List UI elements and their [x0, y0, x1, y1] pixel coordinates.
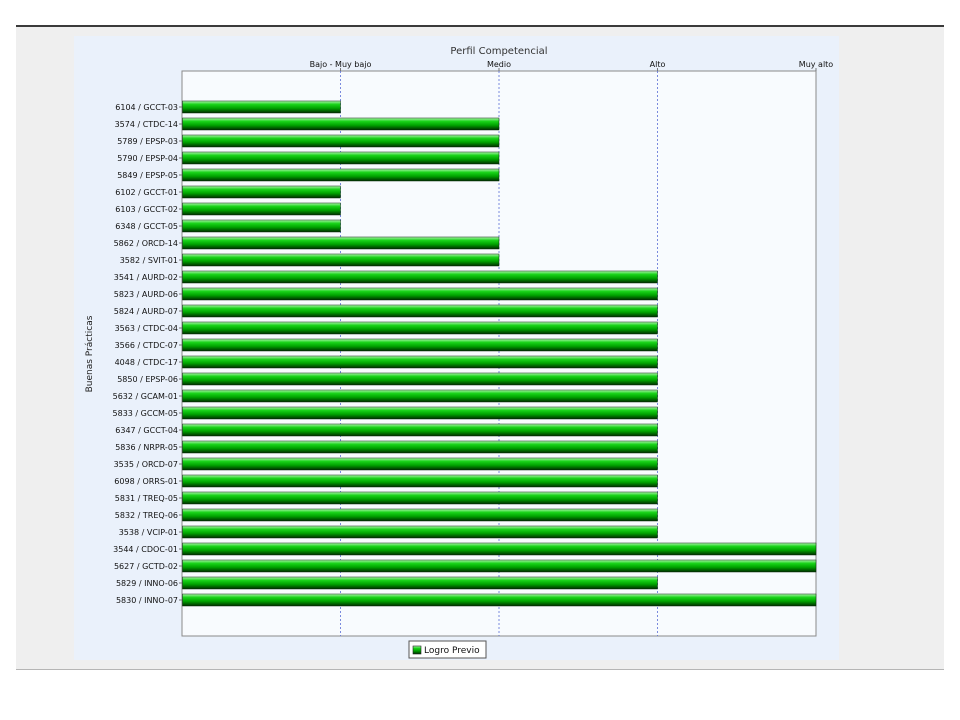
bar	[182, 440, 658, 454]
bar	[182, 508, 658, 522]
y-tick-label: 5632 / GCAM-01	[113, 392, 178, 401]
y-tick-label: 5790 / EPSP-04	[117, 154, 178, 163]
legend-label: Logro Previo	[424, 646, 480, 656]
bar	[182, 304, 658, 318]
bar	[182, 219, 341, 233]
x-tick-label: Alto	[650, 60, 666, 69]
y-tick-label: 5833 / GCCM-05	[113, 409, 178, 418]
bar	[182, 202, 341, 216]
chart-title: Perfil Competencial	[450, 46, 547, 57]
y-tick-label: 5789 / EPSP-03	[117, 137, 178, 146]
bar	[182, 525, 658, 539]
y-tick-label: 5836 / NRPR-05	[115, 443, 178, 452]
bar	[182, 389, 658, 403]
bar	[182, 372, 658, 386]
bar	[182, 406, 658, 420]
bar	[182, 134, 500, 148]
bar	[182, 491, 658, 505]
y-tick-label: 3563 / CTDC-04	[115, 324, 178, 333]
y-tick-label: 5849 / EPSP-05	[117, 171, 178, 180]
bar	[182, 355, 658, 369]
y-tick-label: 3582 / SVIT-01	[120, 256, 178, 265]
y-tick-label: 5829 / INNO-06	[116, 579, 178, 588]
y-tick-label: 5850 / EPSP-06	[117, 375, 178, 384]
bar	[182, 253, 500, 267]
legend: Logro Previo	[408, 640, 487, 659]
y-tick-labels: 6104 / GCCT-03 3574 / CTDC-14 5789 / EPSP-…	[113, 103, 182, 605]
y-tick-label: 6103 / GCCT-02	[115, 205, 178, 214]
bar	[182, 457, 658, 471]
y-axis-label: Buenas Prácticas	[85, 315, 95, 392]
bar	[182, 559, 817, 573]
legend-box	[408, 640, 487, 659]
y-tick-label: 6104 / GCCT-03	[115, 103, 178, 112]
y-tick-label: 6098 / ORRS-01	[114, 477, 178, 486]
bars	[182, 100, 817, 607]
y-tick-label: 6102 / GCCT-01	[115, 188, 178, 197]
bar	[182, 321, 658, 335]
y-tick-label: 5862 / ORCD-14	[114, 239, 178, 248]
x-tick-labels: Bajo - Muy bajo Medio Alto Muy alto	[310, 60, 834, 71]
bar	[182, 168, 500, 182]
bar	[182, 117, 500, 131]
y-tick-label: 4048 / CTDC-17	[115, 358, 178, 367]
bar	[182, 423, 658, 437]
bar	[182, 270, 658, 284]
y-tick-label: 5823 / AURD-06	[114, 290, 178, 299]
y-tick-label: 3574 / CTDC-14	[115, 120, 178, 129]
y-tick-label: 5627 / GCTD-02	[114, 562, 178, 571]
y-tick-label: 6347 / GCCT-04	[115, 426, 178, 435]
bar	[182, 151, 500, 165]
bar	[182, 287, 658, 301]
bar	[182, 474, 658, 488]
bar	[182, 236, 500, 250]
bar	[182, 338, 658, 352]
x-tick-label: Medio	[487, 60, 511, 69]
y-tick-label: 5831 / TREQ-05	[115, 494, 178, 503]
plot-area	[181, 70, 817, 637]
x-tick-label: Muy alto	[799, 60, 834, 69]
y-tick-label: 3535 / ORCD-07	[114, 460, 178, 469]
bar	[182, 593, 817, 607]
y-tick-label: 3566 / CTDC-07	[115, 341, 178, 350]
x-tick-label: Bajo - Muy bajo	[310, 60, 372, 69]
y-tick-label: 5824 / AURD-07	[114, 307, 178, 316]
bar	[182, 576, 658, 590]
y-tick-label: 6348 / GCCT-05	[115, 222, 178, 231]
y-tick-label: 3538 / VCIP-01	[119, 528, 178, 537]
y-tick-label: 5832 / TREQ-06	[115, 511, 178, 520]
y-tick-label: 3541 / AURD-02	[114, 273, 178, 282]
bar	[182, 100, 341, 114]
y-tick-label: 3544 / CDOC-01	[113, 545, 178, 554]
y-tick-label: 5830 / INNO-07	[116, 596, 178, 605]
bar	[182, 542, 817, 556]
legend-swatch	[412, 645, 422, 655]
bar	[182, 185, 341, 199]
